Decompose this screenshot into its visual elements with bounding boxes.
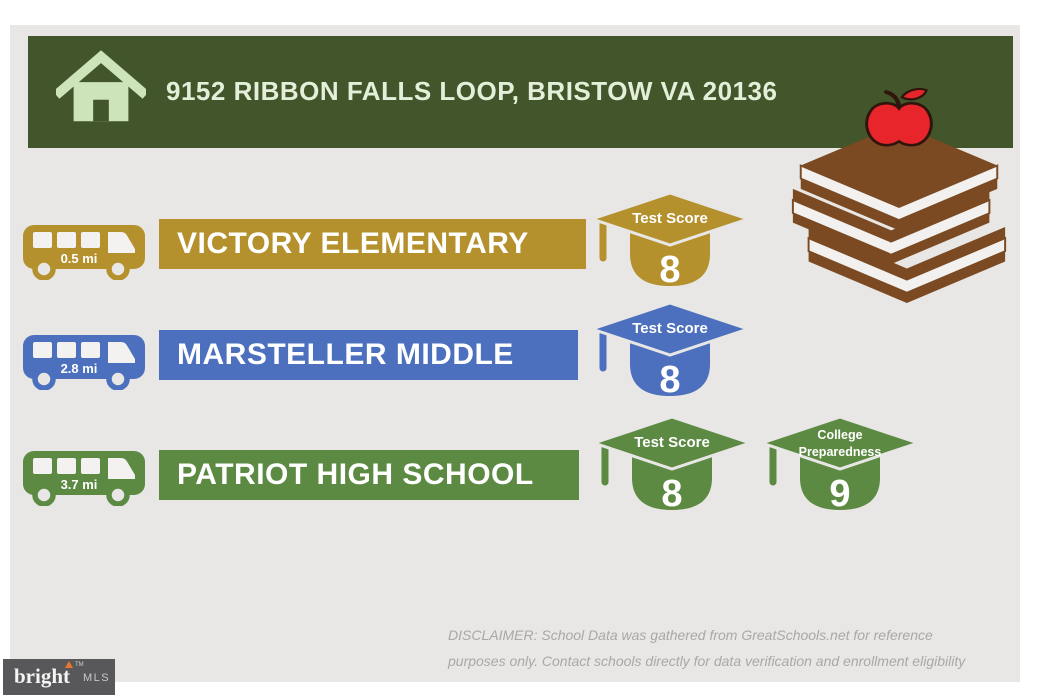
school-bus-icon: 2.8 mi — [23, 335, 145, 390]
house-icon — [56, 50, 146, 122]
address-banner — [28, 36, 1013, 148]
bottom-margin — [0, 682, 1043, 695]
school-name-bar: MARSTELLER MIDDLE — [159, 330, 578, 380]
disclaimer-text: DISCLAIMER: School Data was gathered fro… — [448, 622, 1023, 674]
logo-brand-text: bright — [14, 664, 71, 688]
school-name-bar: PATRIOT HIGH SCHOOL — [159, 450, 579, 500]
graduation-cap-test-score: Test Score 8 — [590, 302, 750, 401]
graduation-cap-test-score: Test Score 8 — [590, 192, 750, 291]
distance-label: 2.8 mi — [61, 361, 98, 376]
logo-suffix-text: MLS — [83, 672, 111, 684]
distance-label: 3.7 mi — [61, 477, 98, 492]
score-label: Test Score — [632, 210, 708, 227]
property-address: 9152 RIBBON FALLS LOOP, BRISTOW VA 20136 — [166, 76, 778, 106]
school-bus-icon: 3.7 mi — [23, 451, 145, 506]
apple-body — [865, 101, 933, 147]
score-label-line2: Preparedness — [799, 445, 882, 459]
distance-label: 0.5 mi — [61, 251, 98, 266]
logo-trademark: TM — [75, 662, 84, 668]
score-label-line1: College — [817, 428, 862, 442]
school-row-high: 3.7 mi PATRIOT HIGH SCHOOL Test Score 8 … — [18, 414, 1008, 526]
apple-stem — [884, 90, 902, 109]
score-value: 8 — [661, 473, 682, 515]
score-value: 9 — [829, 473, 850, 515]
disclaimer-line-1: DISCLAIMER: School Data was gathered fro… — [448, 627, 933, 643]
bright-mls-logo: bright TM MLS — [3, 659, 115, 695]
graduation-cap-college-preparedness: College Preparedness 9 — [760, 416, 920, 515]
school-bus-icon: 0.5 mi — [23, 225, 145, 280]
school-row-elementary: 0.5 mi VICTORY ELEMENTARY Test Score 8 — [18, 190, 1008, 302]
logo-flame-icon — [65, 661, 73, 668]
score-label: Test Score — [632, 320, 708, 337]
disclaimer-line-2: purposes only. Contact schools directly … — [448, 653, 966, 669]
school-row-middle: 2.8 mi MARSTELLER MIDDLE Test Score 8 — [18, 300, 1008, 412]
score-value: 8 — [659, 359, 680, 401]
score-label: Test Score — [634, 434, 710, 451]
apple-leaf — [900, 88, 929, 101]
school-name-bar: VICTORY ELEMENTARY — [159, 219, 586, 269]
score-value: 8 — [659, 249, 680, 291]
graduation-cap-test-score: Test Score 8 — [592, 416, 752, 515]
books-and-apple-icon — [791, 88, 1007, 304]
